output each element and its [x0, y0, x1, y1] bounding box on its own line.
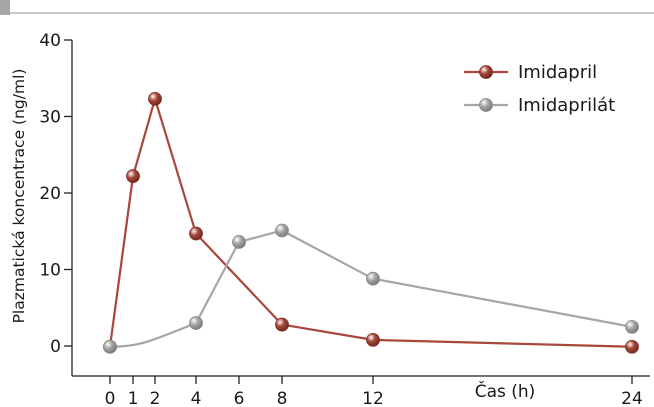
x-tick-label: 0 — [105, 389, 116, 407]
y-tick-label: 20 — [39, 184, 61, 204]
series-line-2 — [109, 229, 633, 348]
series-points — [103, 92, 639, 354]
x-tick-label: 4 — [191, 389, 202, 407]
x-tick-label: 8 — [277, 389, 288, 407]
x-axis-label: Čas (h) — [475, 380, 536, 402]
data-point-s2-0 — [103, 339, 117, 354]
data-point-s2-5 — [625, 319, 639, 334]
data-point-s2-1 — [189, 316, 203, 330]
y-axis-label: Plazmatická koncentrace (ng/ml) — [10, 69, 28, 324]
data-point-s1-6 — [625, 339, 639, 354]
x-tick-label: 6 — [234, 389, 245, 407]
header-tab — [0, 0, 10, 15]
legend-label-2: Imidaprilát — [518, 95, 615, 116]
x-tick-label: 12 — [362, 389, 384, 407]
legend-marker-1 — [479, 65, 493, 79]
data-point-s1-4 — [275, 317, 289, 332]
data-point-s1-5 — [366, 332, 380, 347]
y-tick-label: 10 — [39, 261, 61, 281]
y-tick-label: 30 — [39, 108, 61, 128]
data-point-s2-4 — [366, 271, 380, 286]
data-point-s1-3 — [189, 226, 203, 241]
y-tick-label: 0 — [50, 337, 61, 357]
legend-marker-2 — [479, 98, 493, 112]
y-tick-label: 40 — [39, 31, 61, 51]
data-point-s1-2 — [148, 92, 162, 106]
legend-label-1: Imidapril — [518, 62, 597, 83]
x-tick-label: 1 — [128, 389, 139, 407]
axes — [71, 40, 650, 377]
data-point-s2-2 — [232, 235, 246, 249]
legend: Imidapril Imidaprilát — [464, 62, 615, 116]
data-point-s1-1 — [126, 169, 140, 184]
x-tick-label: 2 — [150, 389, 161, 407]
data-point-s2-3 — [275, 223, 289, 238]
x-tick-label: 24 — [621, 389, 643, 407]
